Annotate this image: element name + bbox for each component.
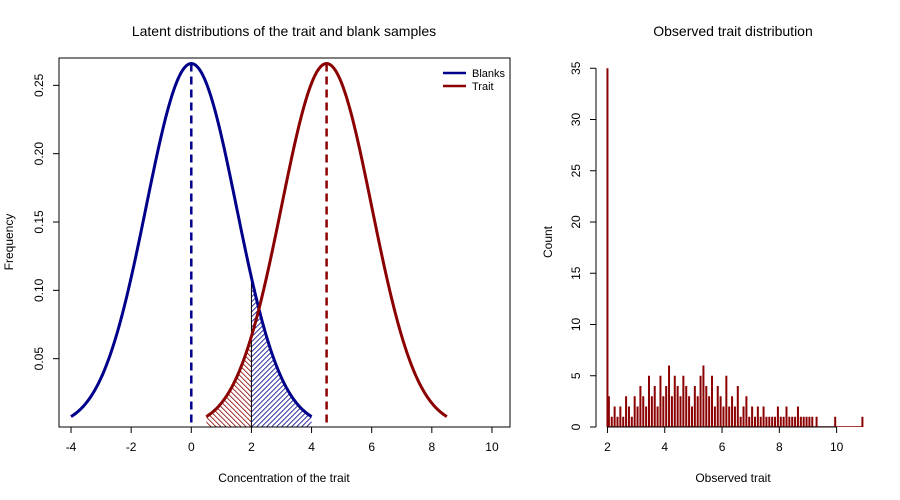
right-x-axis-label: Observed trait <box>695 471 771 485</box>
left-x-tick-label: 6 <box>368 440 375 454</box>
latent-distributions-panel: Latent distributions of the trait and bl… <box>2 23 511 485</box>
right-chart-title: Observed trait distribution <box>653 23 813 39</box>
right-y-tick-label: 35 <box>569 61 583 75</box>
right-y-tick-label: 20 <box>569 215 583 229</box>
observed-distribution-panel: Observed trait distribution Observed tra… <box>541 23 864 485</box>
left-y-tick-label: 0.05 <box>32 347 46 371</box>
right-y-tick-label: 5 <box>569 372 583 379</box>
left-x-tick-label: -2 <box>126 440 137 454</box>
left-plot-frame <box>58 57 511 428</box>
right-y-tick-label: 25 <box>569 164 583 178</box>
right-y-tick-label: 15 <box>569 266 583 280</box>
left-y-tick-label: 0.25 <box>32 73 46 97</box>
right-y-tick-label: 30 <box>569 113 583 127</box>
left-x-tick-label: 0 <box>188 440 195 454</box>
right-y-axis-label: Count <box>541 225 555 258</box>
right-x-tick-label: 10 <box>830 440 844 454</box>
legend-label-trait: Trait <box>472 81 494 93</box>
left-y-tick-label: 0.15 <box>32 210 46 234</box>
right-x-tick-label: 2 <box>604 440 611 454</box>
left-y-tick-label: 0.10 <box>32 278 46 302</box>
right-x-tick-label: 4 <box>661 440 668 454</box>
left-y-axis-label: Frequency <box>2 214 16 271</box>
hatched-area-trait <box>206 336 252 427</box>
right-y-tick-label: 0 <box>569 423 583 430</box>
left-x-tick-label: 2 <box>248 440 255 454</box>
left-x-axis-label: Concentration of the trait <box>218 471 350 485</box>
density-curve-blanks <box>70 62 313 418</box>
hatched-area-blanks <box>251 277 312 427</box>
left-y-tick-label: 0.20 <box>32 142 46 166</box>
density-curve-trait <box>205 62 448 418</box>
left-x-tick-label: 10 <box>485 440 499 454</box>
left-x-tick-label: 4 <box>308 440 315 454</box>
right-x-tick-label: 8 <box>776 440 783 454</box>
right-x-tick-label: 6 <box>719 440 726 454</box>
left-chart-title: Latent distributions of the trait and bl… <box>132 23 436 39</box>
left-x-tick-label: -4 <box>66 440 77 454</box>
left-x-tick-label: 8 <box>428 440 435 454</box>
right-y-tick-label: 10 <box>569 318 583 332</box>
legend-label-blanks: Blanks <box>472 68 506 80</box>
